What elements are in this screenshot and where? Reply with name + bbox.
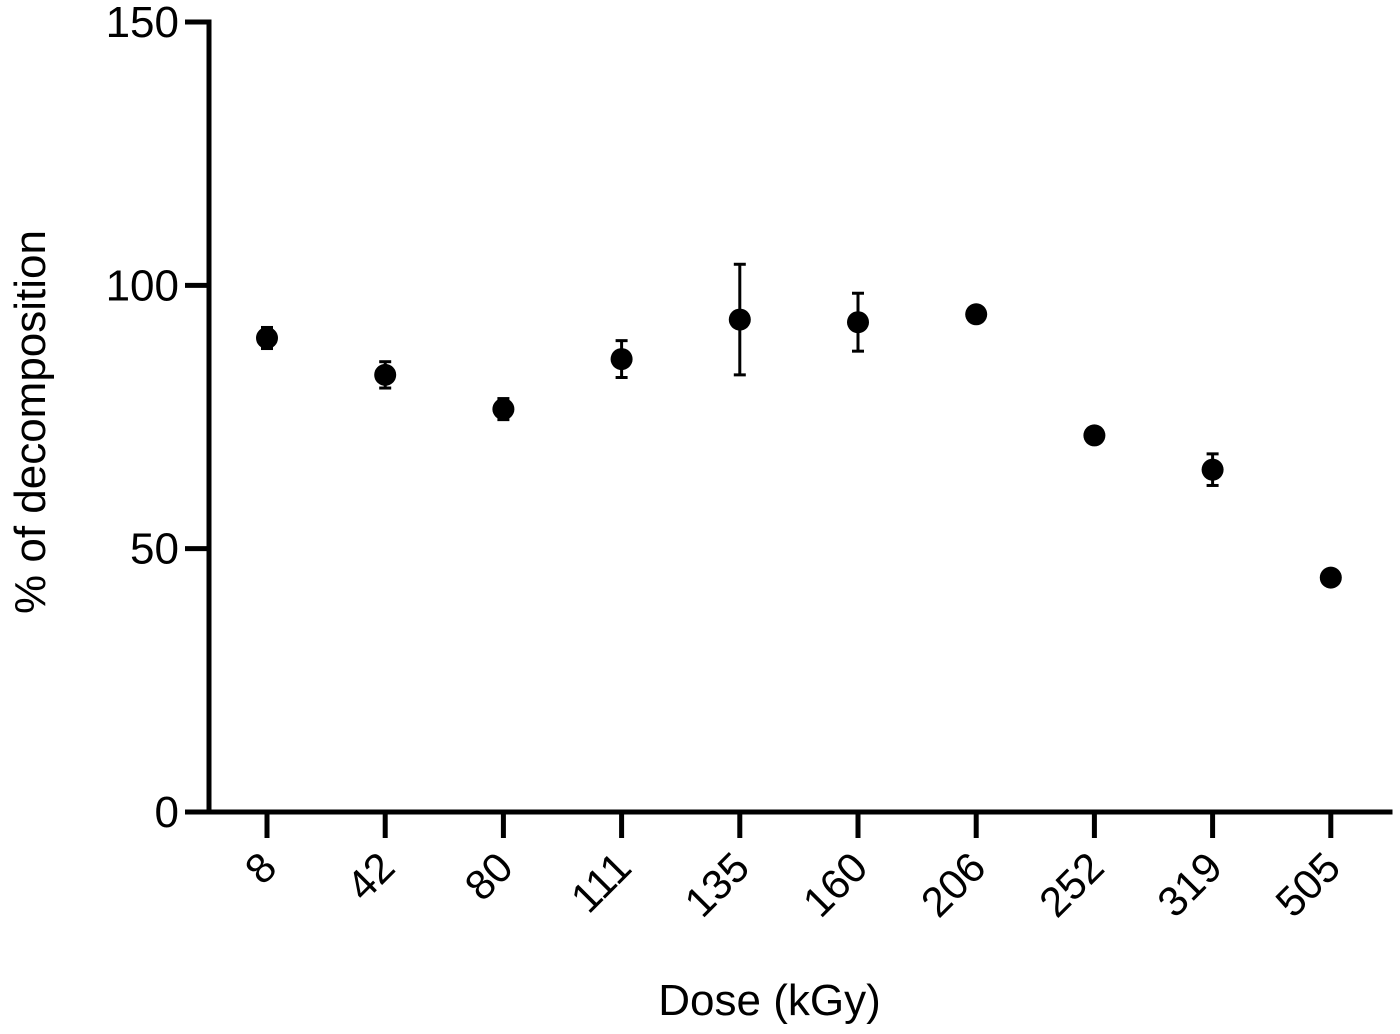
x-tick-label: 505 xyxy=(1266,843,1349,926)
data-point xyxy=(1083,424,1106,447)
y-tick-label: 150 xyxy=(106,0,179,47)
y-tick-label: 50 xyxy=(130,525,179,574)
x-tick-label: 206 xyxy=(912,843,995,926)
x-tick-label: 42 xyxy=(337,843,403,909)
x-tick-label: 252 xyxy=(1030,843,1113,926)
data-point xyxy=(256,327,278,349)
y-tick-label: 0 xyxy=(155,788,179,837)
data-point xyxy=(1319,566,1342,589)
x-tick-label: 135 xyxy=(675,843,758,926)
x-axis-title: Dose (kGy) xyxy=(658,976,880,1025)
x-tick-label: 111 xyxy=(562,843,640,921)
x-ticks: 8 42 80 111 135 160 206 252 319 505 xyxy=(236,812,1349,926)
data-point xyxy=(965,303,988,326)
y-axis-title: % of decomposition xyxy=(6,230,55,614)
data-point xyxy=(492,398,515,421)
data-point xyxy=(728,308,751,331)
data-point xyxy=(610,348,633,371)
data-point xyxy=(374,363,397,386)
data-points xyxy=(256,303,1342,589)
x-tick-label: 319 xyxy=(1148,843,1231,926)
x-tick-label: 8 xyxy=(236,843,286,893)
y-tick-label: 100 xyxy=(106,261,179,310)
x-tick-label: 160 xyxy=(794,843,877,926)
error-bars xyxy=(261,262,1219,487)
data-point xyxy=(1201,458,1224,481)
data-point xyxy=(847,311,869,334)
y-ticks: 0 50 100 150 xyxy=(106,0,209,837)
x-tick-label: 80 xyxy=(455,843,521,909)
axes xyxy=(206,19,1393,815)
